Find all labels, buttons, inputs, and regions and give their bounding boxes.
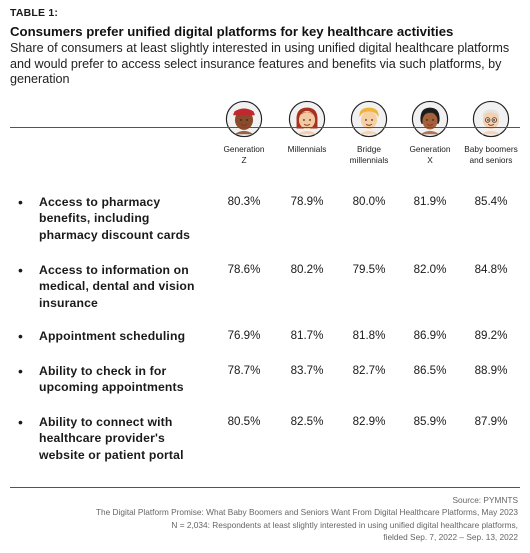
generation-z-avatar-icon — [225, 100, 263, 138]
generation-label-line1: Generation — [409, 144, 451, 154]
generation-label-line1: Baby boomers — [464, 144, 518, 154]
row-value: 80.0% — [352, 195, 386, 208]
row-value: 79.5% — [352, 263, 386, 276]
row-value: 86.5% — [413, 364, 447, 377]
generation-label-line1: Millennials — [287, 144, 327, 154]
report-note: The Digital Platform Promise: What Baby … — [95, 507, 518, 518]
row-bullet: • — [18, 414, 23, 430]
row-label: Access to information on medical, dental… — [39, 263, 195, 310]
millennials-avatar-icon — [288, 100, 326, 138]
row-value: 87.9% — [474, 415, 508, 428]
page-title: Consumers prefer unified digital platfor… — [10, 24, 454, 39]
bridge-millennials-avatar-icon — [350, 100, 388, 138]
source-note: Source: PYMNTS — [452, 495, 518, 505]
row-value: 80.3% — [227, 195, 261, 208]
row-value: 89.2% — [474, 329, 508, 342]
sample-note-line1: N = 2,034: Respondents at least slightly… — [171, 519, 518, 530]
generation-label: Generation X — [395, 144, 465, 166]
row-bullet: • — [18, 328, 23, 344]
row-value: 82.0% — [413, 263, 447, 276]
generation-label-line2: X — [427, 155, 433, 165]
generation-x-avatar-icon — [411, 100, 449, 138]
row-label: Appointment scheduling — [39, 329, 186, 343]
generation-label-line2: Z — [241, 155, 247, 165]
row-value: 82.7% — [352, 364, 386, 377]
row-label: Ability to check in for upcoming appoint… — [39, 364, 184, 395]
generation-label: Bridge millennials — [334, 144, 404, 166]
row-value: 85.9% — [413, 415, 447, 428]
baby-boomers-avatar-icon — [472, 100, 510, 138]
row-value: 88.9% — [474, 364, 508, 377]
header-divider — [10, 127, 520, 128]
footer-notes: Source: PYMNTS The Digital Platform Prom… — [18, 494, 518, 544]
row-value: 78.9% — [290, 195, 324, 208]
generation-label-line2: and seniors — [469, 155, 513, 165]
generation-column-header: Bridge millennials — [334, 100, 404, 166]
row-value: 76.9% — [227, 329, 261, 342]
row-label: Access to pharmacy benefits, including p… — [39, 195, 191, 242]
sample-note-line2: fielded Sep. 7, 2022 – Sep. 13, 2022 — [383, 532, 518, 543]
footer-divider — [10, 487, 520, 488]
row-bullet: • — [18, 262, 23, 278]
generation-column-header: Generation X — [395, 100, 465, 166]
generation-label: Generation Z — [209, 144, 279, 166]
row-value: 81.8% — [352, 329, 386, 342]
row-value: 80.2% — [290, 263, 324, 276]
generation-label-line1: Bridge — [357, 144, 381, 154]
row-value: 82.5% — [290, 415, 324, 428]
generation-label-line2: millennials — [349, 155, 389, 165]
row-value: 80.5% — [227, 415, 261, 428]
generation-label: Millennials — [272, 144, 342, 155]
generation-column-header: Generation Z — [209, 100, 279, 166]
row-value: 81.7% — [290, 329, 324, 342]
row-value: 82.9% — [352, 415, 386, 428]
row-value: 81.9% — [413, 195, 447, 208]
row-value: 84.8% — [474, 263, 508, 276]
generation-label: Baby boomers and seniors — [456, 144, 526, 166]
subtitle: Share of consumers at least slightly int… — [10, 41, 510, 86]
row-bullet: • — [18, 363, 23, 379]
row-value: 78.6% — [227, 263, 261, 276]
row-bullet: • — [18, 194, 23, 210]
table-label: TABLE 1: — [10, 7, 59, 19]
row-value: 78.7% — [227, 364, 261, 377]
row-value: 86.9% — [413, 329, 447, 342]
generation-column-header: Baby boomers and seniors — [456, 100, 526, 166]
row-label: Ability to connect with healthcare provi… — [39, 415, 184, 462]
generation-label-line1: Generation — [223, 144, 265, 154]
row-value: 83.7% — [290, 364, 324, 377]
row-value: 85.4% — [474, 195, 508, 208]
